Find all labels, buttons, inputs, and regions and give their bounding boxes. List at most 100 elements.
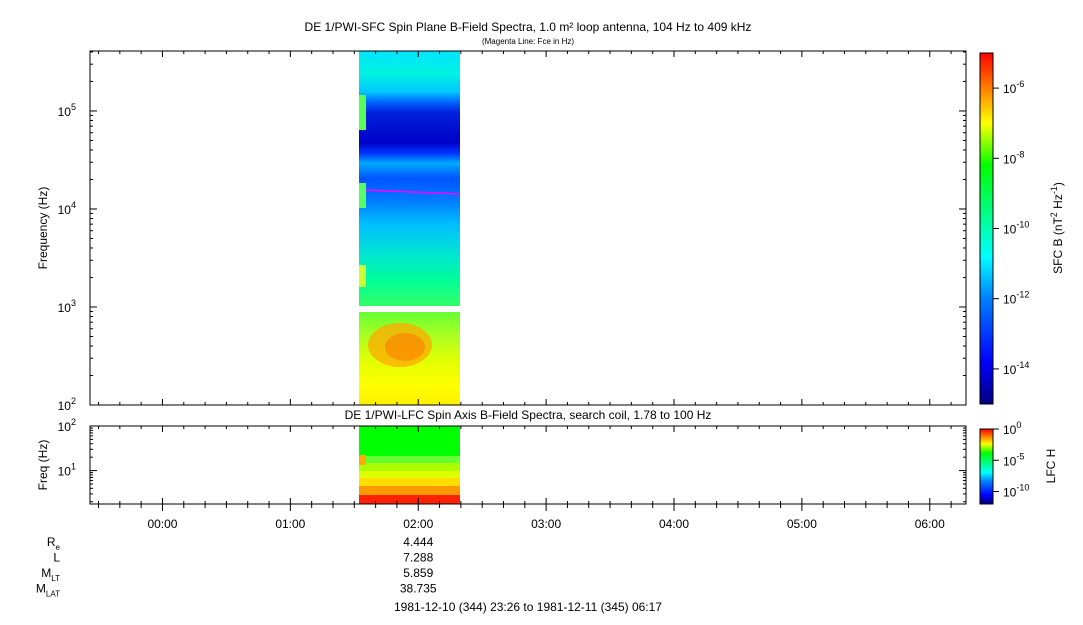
top-colorbar-label: SFC B (nT2 Hz-1) bbox=[1049, 182, 1065, 274]
bottom-colorbar-tick-label-exp: 0 bbox=[1016, 420, 1021, 430]
top-y-axis-label: Frequency (Hz) bbox=[36, 187, 50, 270]
time-tick-label: 05:00 bbox=[787, 517, 817, 531]
bottom-y-tick-label-base: 10 bbox=[58, 420, 72, 434]
top-colorbar-tick-label: 10-10 bbox=[1003, 220, 1029, 237]
bottom-y-tick-label-exp: 1 bbox=[71, 462, 76, 472]
cbar-label-part: SFC B (nT bbox=[1051, 217, 1065, 274]
ephemeris-label-main: M bbox=[41, 566, 51, 580]
top-spectrogram-data bbox=[359, 51, 460, 405]
time-tick-label: 06:00 bbox=[915, 517, 945, 531]
bottom-y-tick-label-exp: 2 bbox=[71, 417, 76, 427]
ephemeris-label: Re bbox=[47, 535, 61, 552]
top-colorbar-tick-label-exp: -6 bbox=[1016, 79, 1024, 89]
time-tick-label: 04:00 bbox=[659, 517, 689, 531]
top-y-tick-label-exp: 3 bbox=[71, 298, 76, 308]
cbar-label-sup: -1 bbox=[1049, 186, 1059, 194]
bottom-spectrum-band bbox=[359, 495, 460, 504]
top-y-tick-label: 104 bbox=[58, 200, 76, 217]
time-range-label: 1981-12-10 (344) 23:26 to 1981-12-11 (34… bbox=[394, 600, 662, 614]
top-y-tick-label-exp: 4 bbox=[71, 200, 76, 210]
bottom-y-tick-label: 101 bbox=[58, 462, 76, 479]
top-colorbar-tick-label-exp: -10 bbox=[1016, 220, 1029, 230]
top-colorbar-tick-label: 10-14 bbox=[1003, 360, 1029, 377]
bottom-spectrum-edge bbox=[359, 455, 366, 465]
cbar-label-sup: 2 bbox=[1049, 212, 1059, 217]
bottom-y-tick-label-base: 10 bbox=[58, 465, 72, 479]
bottom-colorbar-gradient bbox=[979, 428, 994, 505]
top-colorbar-tick-label-exp: -12 bbox=[1016, 290, 1029, 300]
bottom-colorbar-tick-label-base: 10 bbox=[1003, 423, 1017, 437]
ephemeris-label-main: R bbox=[47, 535, 56, 549]
ephemeris-label: MLAT bbox=[36, 582, 60, 599]
top-panel-title: DE 1/PWI-SFC Spin Plane B-Field Spectra,… bbox=[305, 20, 752, 34]
bottom-colorbar-tick-label: 100 bbox=[1003, 420, 1021, 437]
cbar-label-part: ) bbox=[1051, 182, 1065, 186]
bottom-colorbar-tick-label-exp: -10 bbox=[1016, 483, 1029, 493]
ephemeris-value: 5.859 bbox=[403, 566, 433, 580]
top-colorbar-tick-label-base: 10 bbox=[1003, 363, 1017, 377]
ephemeris-label: MLT bbox=[41, 566, 60, 583]
top-colorbar-tick-label-base: 10 bbox=[1003, 223, 1017, 237]
bottom-colorbar-label: LFC H bbox=[1044, 449, 1058, 484]
top-y-tick-label-base: 10 bbox=[58, 203, 72, 217]
top-colorbar-tick-label: 10-6 bbox=[1003, 79, 1024, 96]
bottom-spectrum-band bbox=[359, 463, 460, 471]
time-axis: 00:00 01:00 02:00 03:00 04:00 05:00 06:00 bbox=[98, 51, 952, 531]
bottom-y-tick-label: 102 bbox=[58, 417, 76, 434]
top-y-tick-label-base: 10 bbox=[58, 399, 72, 413]
bottom-panel-title: DE 1/PWI-LFC Spin Axis B-Field Spectra, … bbox=[345, 408, 712, 422]
bottom-colorbar-tick-label: 10-10 bbox=[1003, 483, 1029, 500]
bottom-plot-background bbox=[90, 426, 966, 504]
top-y-tick-label: 102 bbox=[58, 396, 76, 413]
ephemeris-label-main: M bbox=[36, 582, 46, 596]
bottom-colorbar-tick-label-base: 10 bbox=[1003, 486, 1017, 500]
bottom-colorbar-tick-label: 10-5 bbox=[1003, 451, 1024, 468]
ephemeris-label-main: L bbox=[53, 551, 60, 565]
bottom-spectrogram-data bbox=[359, 426, 460, 504]
top-spectrum-low-noise-patch bbox=[359, 183, 366, 208]
top-panel-subtitle: (Magenta Line: Fce in Hz) bbox=[482, 37, 574, 46]
ephemeris-label-sub: LAT bbox=[46, 590, 60, 599]
top-colorbar-tick-label-exp: -8 bbox=[1016, 149, 1024, 159]
top-colorbar-tick-label-base: 10 bbox=[1003, 152, 1017, 166]
bottom-spectrum-band bbox=[359, 486, 460, 495]
ephemeris-label-sub: LT bbox=[51, 574, 60, 583]
ephemeris-label-sub: e bbox=[56, 543, 61, 552]
top-spectrum-low-noise-patch bbox=[359, 95, 366, 130]
top-colorbar-tick-label-exp: -14 bbox=[1016, 360, 1029, 370]
bottom-colorbar-tick-label-exp: -5 bbox=[1016, 451, 1024, 461]
bottom-y-axis-label: Freq (Hz) bbox=[36, 440, 50, 491]
cbar-label-part: Hz bbox=[1051, 194, 1065, 212]
top-spectrum-upper-block bbox=[359, 51, 460, 306]
time-tick-label: 02:00 bbox=[403, 517, 433, 531]
top-colorbar-tick-label: 10-12 bbox=[1003, 290, 1029, 307]
ephemeris-label: L bbox=[53, 551, 60, 565]
time-tick-label: 01:00 bbox=[275, 517, 305, 531]
top-y-tick-label-base: 10 bbox=[58, 105, 72, 119]
bottom-spectrum-band bbox=[359, 456, 460, 463]
top-spectrum-hiss-core bbox=[385, 333, 425, 361]
top-colorbar-tick-label-base: 10 bbox=[1003, 293, 1017, 307]
top-y-tick-label-exp: 5 bbox=[71, 102, 76, 112]
top-colorbar-tick-label-base: 10 bbox=[1003, 82, 1017, 96]
top-y-tick-label-exp: 2 bbox=[71, 396, 76, 406]
top-plot-background bbox=[90, 51, 966, 405]
bottom-colorbar-tick-label-base: 10 bbox=[1003, 454, 1017, 468]
top-colorbar-tick-label: 10-8 bbox=[1003, 149, 1024, 166]
top-spectrum-low-noise-patch bbox=[359, 265, 366, 287]
bottom-spectrum-band bbox=[359, 471, 460, 478]
time-tick-label: 00:00 bbox=[147, 517, 177, 531]
bottom-spectrum-band bbox=[359, 478, 460, 486]
top-y-tick-label: 103 bbox=[58, 298, 76, 315]
ephemeris-value: 4.444 bbox=[403, 535, 433, 549]
